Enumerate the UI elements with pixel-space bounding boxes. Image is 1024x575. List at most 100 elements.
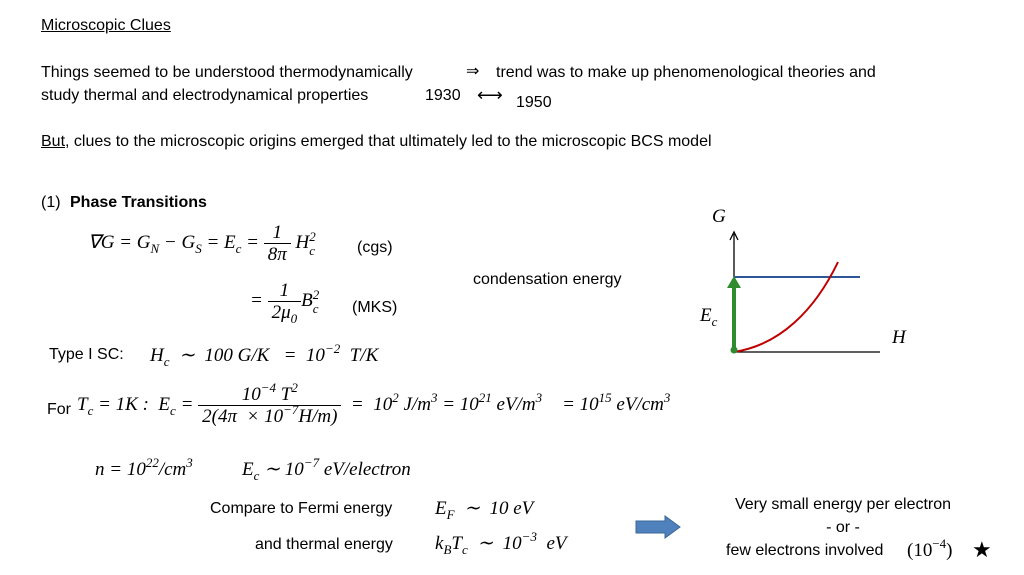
x-axis-label: H: [892, 327, 906, 348]
eq-part: E: [435, 498, 447, 519]
eq-sup: 15: [598, 389, 612, 405]
eq-part: = 10: [562, 393, 599, 415]
denominator: 2μ0: [268, 302, 302, 326]
gap-dot: [730, 346, 738, 354]
eq-part: eV/cm: [611, 393, 664, 415]
eq-sup: −2: [324, 341, 341, 356]
equation: EF ∼ 10 eV: [435, 498, 534, 521]
intro-text: Things seemed to be understood thermodyn…: [41, 64, 413, 81]
eq-part: = E: [201, 231, 236, 253]
eq-part: ∼ 100 G/K = 10: [169, 345, 325, 366]
eq-part: T: [276, 384, 292, 405]
eq-sup: 3: [663, 389, 671, 405]
eq-sup: −4: [260, 380, 277, 395]
eq-part: 10: [241, 384, 261, 405]
equation: (10−4): [907, 537, 953, 561]
section-heading: Phase Transitions: [70, 194, 207, 211]
eq-sub: c: [711, 314, 718, 329]
eq-part: =: [241, 231, 264, 253]
conclusion-line: Very small energy per electron: [734, 496, 952, 513]
eq-sup: 2: [309, 228, 316, 244]
eq-part: 2(4π × 10: [202, 406, 284, 427]
eq-sub: F: [446, 507, 455, 522]
eq-part: =: [175, 393, 199, 415]
title: Microscopic Clues: [41, 17, 171, 34]
compare-label: Compare to Fermi energy: [210, 500, 393, 517]
right-arrow: [635, 515, 681, 539]
eq-sup: 3: [535, 389, 543, 405]
eq-part: = 1K : E: [93, 393, 171, 415]
but-rest: , clues to the microscopic origins emerg…: [65, 133, 712, 150]
equation: Tc = 1K : Ec = 10−4 T2 2(4π × 10−7H/m) = …: [77, 381, 671, 427]
eq-part: ∼ 10 eV: [454, 498, 534, 519]
eq-sub: c: [235, 240, 242, 256]
eq-sub: c: [163, 354, 170, 369]
numerator: 10−4 T2: [198, 381, 342, 406]
eq-part: = 10: [437, 393, 479, 415]
equation: = 1 2μ0 B 2 c: [250, 280, 320, 326]
eq-sub: c: [87, 402, 94, 418]
eq-part: eV/m: [491, 393, 536, 415]
eq-sup: 3: [186, 455, 193, 470]
fraction: 10−4 T2 2(4π × 10−7H/m): [198, 381, 342, 427]
section-number: (1): [41, 194, 61, 211]
underlined-word: But: [41, 133, 66, 150]
eq-sup: −3: [521, 529, 537, 544]
eq-sup: 2: [291, 380, 298, 395]
condensation-label: condensation energy: [473, 271, 622, 288]
fraction: 1 2μ0: [267, 280, 302, 326]
eq-sup: −7: [303, 455, 320, 470]
but-text: But, clues to the microscopic origins em…: [41, 134, 712, 150]
eq-part: T: [77, 393, 88, 415]
star: ★: [972, 538, 992, 563]
eq-part: J/m: [398, 393, 431, 415]
for-label: For: [47, 401, 76, 418]
eq-part: eV/electron: [319, 459, 411, 480]
eq-sup: 2: [392, 389, 399, 405]
conclusion-line: - or -: [826, 519, 860, 536]
numerator: 1: [263, 222, 291, 244]
eq-part: eV: [536, 533, 567, 554]
eq-part: 2μ: [271, 302, 291, 323]
eq-part: B: [301, 289, 313, 311]
eq-part: = 10: [341, 393, 393, 415]
equation: kBTc ∼ 10−3 eV: [435, 530, 567, 556]
eq-part: E: [242, 459, 254, 480]
eq-sup: 22: [145, 455, 159, 470]
intro-text: trend was to make up phenomenological th…: [496, 64, 876, 81]
eq-sup: −7: [283, 402, 299, 417]
thermal-label: and thermal energy: [255, 536, 393, 553]
eq-sup: 21: [478, 389, 492, 405]
eq-sub: c: [253, 468, 260, 483]
eq-part: (10: [907, 540, 933, 561]
eq-sub: c: [309, 242, 316, 258]
eq-sub: 0: [290, 311, 298, 326]
eq-part: k: [435, 533, 444, 554]
between-symbol: ⟷: [477, 85, 503, 105]
eq-part: ∇G = G: [88, 231, 151, 253]
type-label: Type I SC:: [49, 346, 124, 363]
eq-sub: B: [443, 542, 452, 557]
superconducting-curve: [733, 261, 839, 353]
denominator: 2(4π × 10−7H/m): [198, 403, 341, 427]
eq-part: ∼ 10: [259, 459, 304, 480]
equation: Hc ∼ 100 G/K = 10−2 T/K: [150, 342, 378, 368]
eq-sup: −4: [932, 536, 947, 551]
eq-sub: N: [150, 240, 160, 256]
eq-part: T: [451, 533, 462, 554]
eq-part: /cm: [158, 459, 187, 480]
denominator: 8π: [267, 244, 287, 265]
eq-part: ): [946, 540, 953, 561]
equation: n = 1022/cm3: [95, 456, 193, 480]
eq-sub: S: [195, 240, 202, 256]
unit-note: (cgs): [357, 239, 393, 256]
equation: Ec ∼ 10−7 eV/electron: [242, 456, 411, 482]
eq-part: n = 10: [95, 459, 146, 480]
year: 1930: [425, 87, 461, 104]
y-axis-label: G: [712, 206, 726, 227]
eq-sub: c: [170, 402, 176, 418]
